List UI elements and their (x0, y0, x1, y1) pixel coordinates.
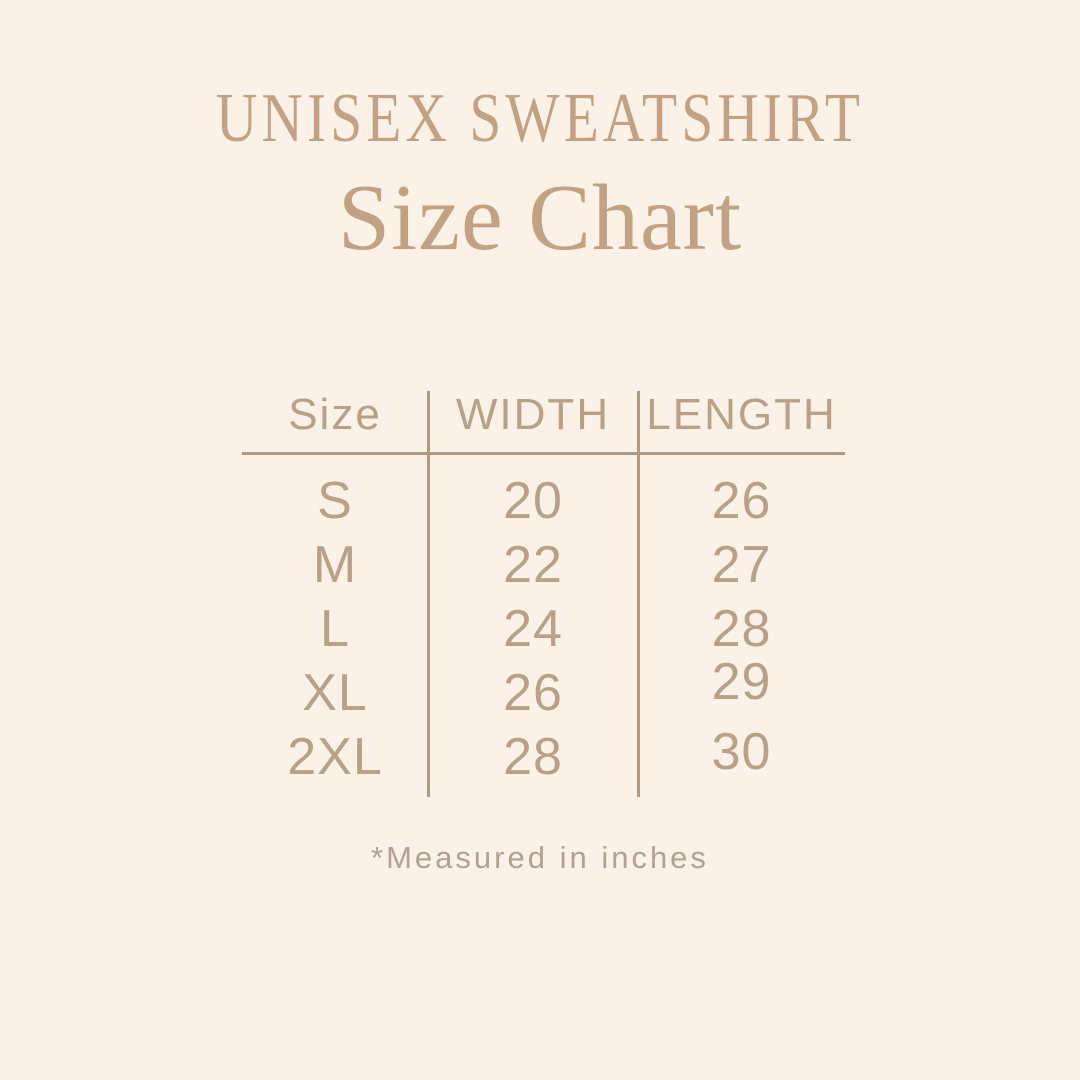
size-table: Size WIDTH LENGTH S 20 26 M 22 27 L 24 2… (242, 378, 845, 797)
width-cell: 22 (503, 536, 563, 594)
column-divider-2 (637, 391, 640, 797)
length-cell: 26 (711, 472, 772, 530)
size-cell: 2XL (287, 728, 383, 786)
length-cell: 30 (711, 723, 772, 781)
size-cell: S (317, 472, 353, 530)
table-row: S 20 26 (242, 469, 845, 533)
length-cell: 28 (711, 600, 772, 658)
column-header-length: LENGTH (646, 390, 837, 439)
page-title: UNISEX SWEATSHIRT (215, 80, 865, 157)
table-body: S 20 26 M 22 27 L 24 28 XL 26 29 2XL 28 (242, 455, 845, 789)
table-row: L 24 28 (242, 597, 845, 661)
column-header-width: WIDTH (455, 390, 611, 439)
table-header-row: Size WIDTH LENGTH (242, 378, 845, 455)
width-cell: 24 (503, 600, 563, 658)
page-subtitle: Size Chart (337, 166, 743, 270)
width-cell: 28 (503, 728, 563, 786)
length-cell: 27 (711, 536, 772, 594)
column-divider-1 (427, 391, 430, 797)
column-header-size: Size (288, 390, 382, 439)
size-cell: L (320, 600, 350, 658)
width-cell: 26 (503, 664, 563, 722)
length-cell: 29 (711, 653, 772, 711)
table-row: 2XL 28 30 (242, 723, 845, 789)
width-cell: 20 (503, 472, 563, 530)
size-cell: XL (302, 664, 368, 722)
measurement-footnote: *Measured in inches (371, 840, 709, 875)
table-row: M 22 27 (242, 533, 845, 597)
table-row: XL 26 29 (242, 653, 845, 725)
size-cell: M (312, 536, 358, 594)
